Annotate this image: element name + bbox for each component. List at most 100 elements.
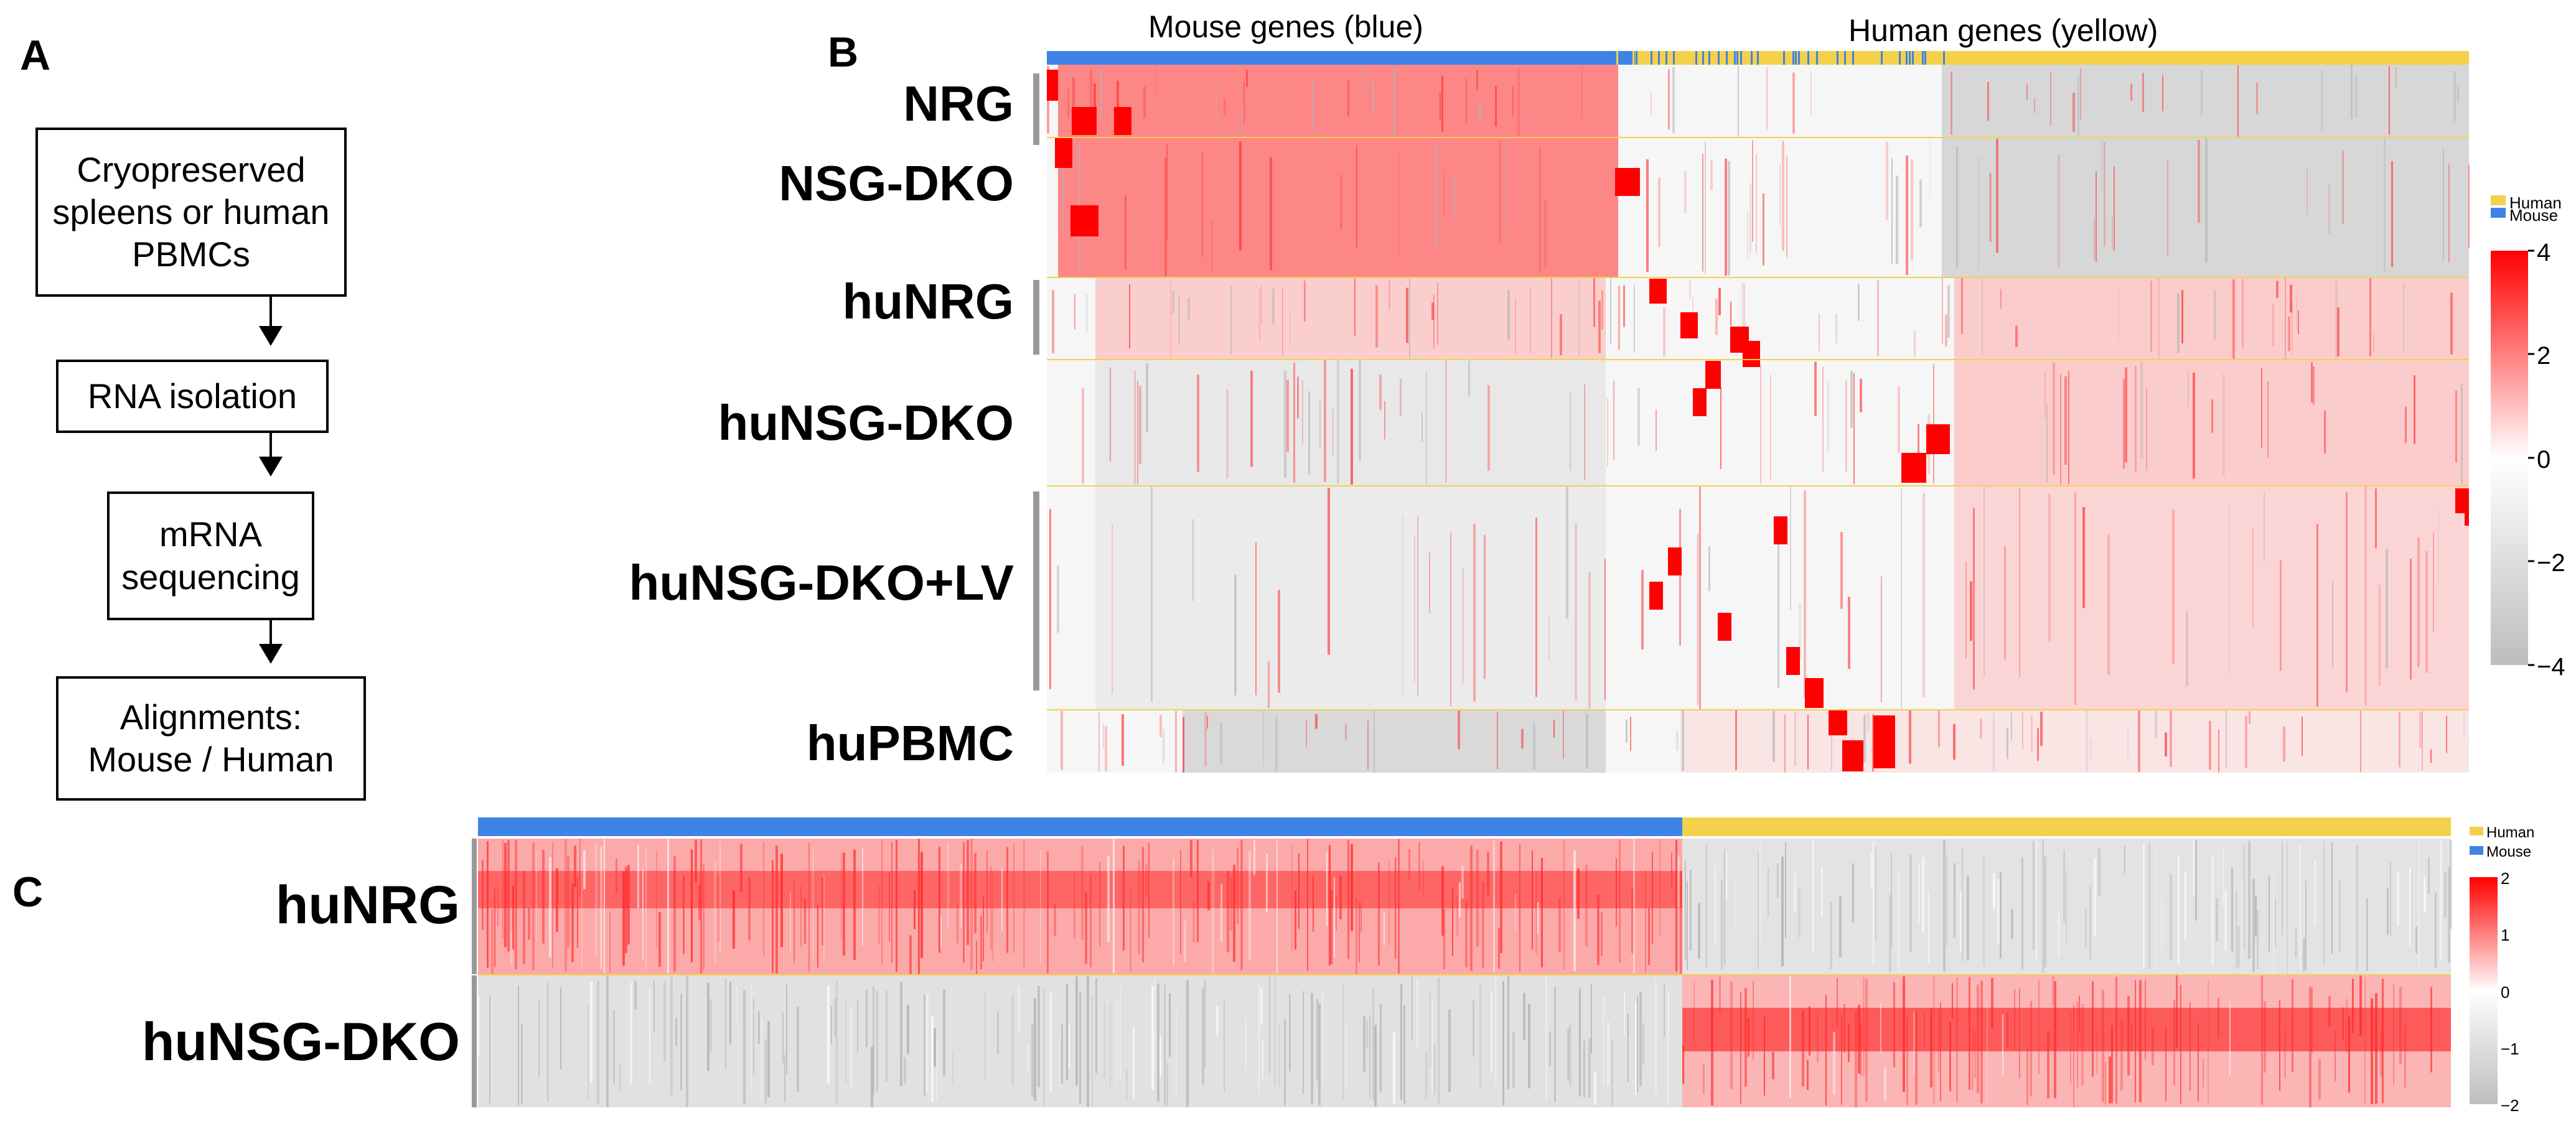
- heatmap-c-stripe: [1248, 851, 1251, 961]
- heatmap-c-stripe: [1107, 856, 1110, 942]
- heatmap-b-stripe: [2342, 150, 2344, 225]
- heatmap-b-stripe: [1702, 154, 1703, 272]
- heatmap-c-stripe: [970, 839, 973, 970]
- heatmap-b-stripe: [1437, 282, 1438, 345]
- heatmap-b-stripe: [1858, 283, 1860, 321]
- heatmap-c-stripe: [1579, 989, 1581, 1097]
- heatmap-b-stripe: [1738, 66, 1739, 137]
- annotation-bar-mix: [1886, 51, 1888, 65]
- heatmap-c-stripe: [2096, 1030, 2097, 1074]
- flow-arrow-2: [269, 433, 272, 458]
- heatmap-b-stripe: [2290, 284, 2292, 313]
- mouse-genes-title: Mouse genes (blue): [1148, 9, 1423, 44]
- heatmap-c-stripe: [1398, 839, 1400, 974]
- annotation-bar-mix: [1726, 51, 1728, 65]
- heatmap-c-stripe: [698, 885, 701, 920]
- heatmap-b-stripe: [2222, 373, 2225, 477]
- heatmap-b-stripe: [2007, 727, 2008, 760]
- heatmap-c-stripe: [2102, 990, 2104, 1102]
- heatmap-b-stripe: [1297, 376, 1299, 419]
- heatmap-c-stripe: [1459, 882, 1461, 918]
- heatmap-c-stripe: [743, 990, 746, 1104]
- heatmap-c-stripe: [1655, 980, 1657, 1094]
- heatmap-c-stripe: [2382, 979, 2384, 1104]
- heatmap-b-stripe: [2425, 551, 2428, 673]
- heatmap-c-stripe: [1671, 852, 1672, 889]
- heatmap-b-stripe: [1372, 81, 1374, 113]
- row-separator: [1047, 359, 2469, 360]
- heatmap-c-stripe: [1519, 844, 1520, 972]
- heatmap-c-stripe: [1915, 1010, 1918, 1105]
- heatmap-c-stripe: [504, 843, 507, 947]
- heatmap-c-stripe: [2444, 872, 2447, 919]
- heatmap-c-stripe: [1569, 1025, 1571, 1087]
- heatmap-b-stripe: [1965, 561, 1967, 659]
- heatmap-b-stripe: [1074, 294, 1075, 329]
- heatmap-b-stripe: [1202, 152, 1203, 258]
- heatmap-c-stripe: [2257, 910, 2259, 970]
- heatmap-c-stripe: [2390, 862, 2391, 936]
- heatmap-b-spot: [1693, 388, 1707, 416]
- heatmap-b-stripe: [2101, 139, 2103, 191]
- heatmap-b-stripe: [1049, 509, 1051, 689]
- heatmap-b-spot: [1873, 715, 1895, 768]
- heatmap-c-stripe: [2011, 909, 2013, 939]
- heatmap-c-stripe: [1151, 985, 1154, 1091]
- heatmap-c-stripe: [1946, 854, 1947, 946]
- heatmap-b-stripe: [1777, 522, 1779, 689]
- heatmap-b-stripe: [1163, 728, 1164, 763]
- heatmap-b-stripe: [1668, 69, 1670, 130]
- heatmap-c-stripe: [862, 847, 863, 946]
- flow-arrow-1-head: [259, 326, 283, 346]
- heatmap-c-stripe: [1924, 1011, 1925, 1047]
- heatmap-b-stripe: [1324, 360, 1326, 482]
- heatmap-b-stripe: [2298, 310, 2299, 335]
- heatmap-b-stripe: [1634, 284, 1635, 353]
- heatmap-c-stripe: [1969, 977, 1970, 1091]
- heatmap-b-stripe: [1112, 523, 1113, 694]
- heatmap-c-stripe: [808, 842, 810, 972]
- heatmap-b-stripe: [2150, 281, 2152, 352]
- heatmap-c-stripe: [1685, 861, 1686, 961]
- heatmap-c-stripe: [960, 864, 962, 928]
- heatmap-c-stripe: [2143, 843, 2145, 969]
- heatmap-b-stripe: [1853, 373, 1855, 485]
- heatmap-b-spot: [1786, 647, 1800, 675]
- heatmap-b-stripe: [1187, 297, 1190, 320]
- annotation-bar-mix: [1837, 51, 1838, 65]
- heatmap-c-stripe: [1855, 1010, 1857, 1107]
- heatmap-b-stripe: [1052, 290, 1054, 353]
- heatmap-c-stripe: [1943, 839, 1946, 972]
- heatmap-c-stripe: [1597, 895, 1599, 965]
- heatmap-c-stripe: [1138, 860, 1140, 954]
- heatmap-c-stripe: [831, 1006, 832, 1045]
- heatmap-b-stripe: [1533, 723, 1535, 770]
- heatmap-b-stripe: [1224, 98, 1225, 116]
- heatmap-b-stripe: [2211, 399, 2213, 433]
- heatmap-c-stripe: [1212, 849, 1214, 974]
- heatmap-c-stripe: [2375, 993, 2377, 1104]
- heatmap-b-stripe: [1891, 157, 1893, 264]
- heatmap-c-stripe: [1120, 986, 1121, 1081]
- heatmap-b-spot: [1047, 70, 1058, 101]
- heatmap-c-stripe: [1230, 877, 1232, 931]
- heatmap-b-stripe: [2130, 83, 2132, 101]
- heatmap-c-stripe: [823, 874, 825, 962]
- heatmap-b-stripe: [1479, 103, 1481, 120]
- heatmap-b-stripe: [1379, 374, 1382, 411]
- heatmap-b-stripe: [1143, 86, 1146, 119]
- flow-arrow-2-head: [259, 457, 283, 477]
- heatmap-c-stripe: [1092, 995, 1093, 1107]
- heatmap-c-stripe: [1889, 895, 1891, 972]
- heatmap-c-stripe: [2047, 1030, 2049, 1099]
- heatmap-b-stripe: [1290, 312, 1291, 345]
- heatmap-b-stripe: [1082, 388, 1084, 483]
- heatmap-b-stripe: [1919, 179, 1922, 228]
- heatmap-b-stripe: [1521, 728, 1524, 749]
- heatmap-c-stripe: [1535, 870, 1537, 955]
- heatmap-c-stripe: [1418, 842, 1420, 890]
- heatmap-b-stripe: [2403, 282, 2404, 353]
- heatmap-c-stripe: [767, 1021, 770, 1097]
- heatmap-c-stripe: [1479, 982, 1482, 1089]
- heatmap-b-spot: [1718, 613, 1731, 641]
